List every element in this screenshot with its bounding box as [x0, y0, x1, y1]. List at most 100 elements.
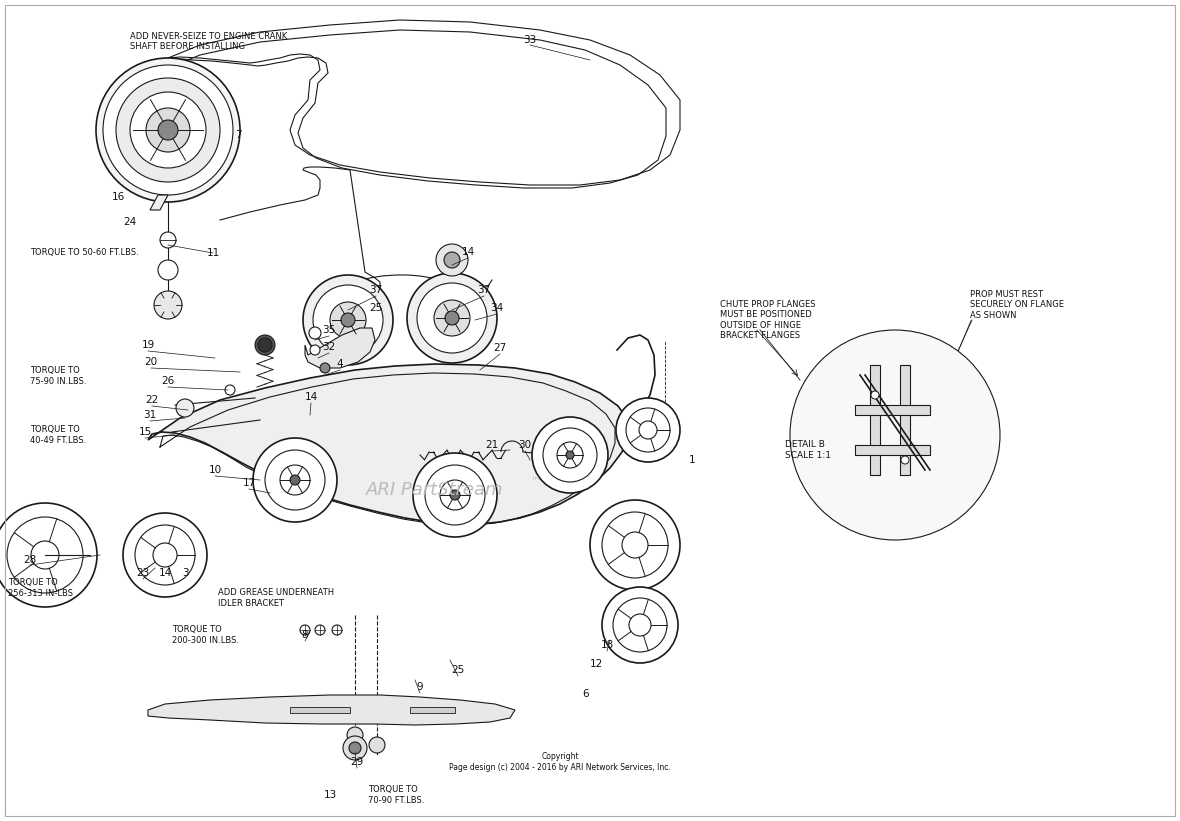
Text: 37: 37	[369, 285, 382, 295]
Polygon shape	[409, 707, 455, 713]
Circle shape	[300, 625, 310, 635]
Circle shape	[7, 517, 83, 593]
Circle shape	[160, 232, 176, 248]
Polygon shape	[290, 707, 350, 713]
Circle shape	[789, 330, 999, 540]
Circle shape	[434, 300, 470, 336]
Circle shape	[445, 311, 459, 325]
Text: 11: 11	[206, 248, 219, 258]
Text: 24: 24	[124, 217, 137, 227]
Text: 22: 22	[145, 395, 158, 405]
Circle shape	[303, 275, 393, 365]
Text: 10: 10	[209, 465, 222, 475]
Polygon shape	[150, 195, 168, 210]
Text: 12: 12	[589, 659, 603, 669]
Text: TORQUE TO
70-90 FT.LBS.: TORQUE TO 70-90 FT.LBS.	[368, 786, 425, 805]
Text: 23: 23	[137, 568, 150, 578]
Circle shape	[417, 283, 487, 353]
Text: 8: 8	[302, 630, 308, 640]
Polygon shape	[856, 445, 930, 455]
Circle shape	[349, 742, 361, 754]
Polygon shape	[304, 328, 375, 368]
Text: 34: 34	[491, 303, 504, 313]
Polygon shape	[148, 695, 514, 725]
Polygon shape	[870, 365, 880, 475]
Circle shape	[116, 78, 219, 182]
Circle shape	[602, 512, 668, 578]
Circle shape	[440, 480, 470, 510]
Text: ADD GREASE UNDERNEATH
IDLER BRACKET: ADD GREASE UNDERNEATH IDLER BRACKET	[218, 589, 334, 608]
Circle shape	[146, 108, 190, 152]
Circle shape	[266, 450, 324, 510]
Text: 21: 21	[485, 440, 499, 450]
Text: 18: 18	[601, 640, 614, 650]
Circle shape	[413, 453, 497, 537]
Text: 37: 37	[478, 285, 491, 295]
Circle shape	[557, 442, 583, 468]
Circle shape	[622, 532, 648, 558]
Text: 33: 33	[524, 35, 537, 45]
Circle shape	[435, 244, 468, 276]
Text: 13: 13	[323, 790, 336, 800]
Text: ARI PartStream: ARI PartStream	[366, 481, 504, 499]
Text: TORQUE TO 50-60 FT.LBS.: TORQUE TO 50-60 FT.LBS.	[30, 249, 139, 258]
Text: 20: 20	[144, 357, 158, 367]
Circle shape	[407, 273, 497, 363]
Circle shape	[225, 385, 235, 395]
Text: 9: 9	[417, 682, 424, 692]
Circle shape	[280, 465, 310, 495]
Circle shape	[590, 500, 680, 590]
Circle shape	[543, 428, 597, 482]
Circle shape	[255, 335, 275, 355]
Text: 35: 35	[322, 325, 335, 335]
Text: 1: 1	[689, 455, 695, 465]
Circle shape	[369, 737, 385, 753]
Text: 25: 25	[452, 665, 465, 675]
Text: ™: ™	[530, 475, 540, 485]
Circle shape	[602, 587, 678, 663]
Text: ADD NEVER-SEIZE TO ENGINE CRANK
SHAFT BEFORE INSTALLING: ADD NEVER-SEIZE TO ENGINE CRANK SHAFT BE…	[130, 32, 287, 52]
Text: 28: 28	[24, 555, 37, 565]
Text: TORQUE TO
256-313 IN-LBS: TORQUE TO 256-313 IN-LBS	[8, 578, 73, 598]
Circle shape	[0, 503, 97, 607]
Circle shape	[532, 417, 608, 493]
Text: Copyright
Page design (c) 2004 - 2016 by ARI Network Services, Inc.: Copyright Page design (c) 2004 - 2016 by…	[450, 752, 671, 772]
Circle shape	[313, 285, 384, 355]
Circle shape	[96, 58, 240, 202]
Circle shape	[871, 391, 879, 399]
Circle shape	[31, 541, 59, 569]
Circle shape	[135, 525, 195, 585]
Circle shape	[315, 625, 324, 635]
Circle shape	[330, 302, 366, 338]
Text: 30: 30	[518, 440, 531, 450]
Text: 16: 16	[111, 192, 125, 202]
Circle shape	[444, 252, 460, 268]
Text: 4: 4	[336, 359, 343, 369]
Circle shape	[450, 490, 460, 500]
Circle shape	[566, 451, 573, 459]
Polygon shape	[900, 365, 910, 475]
Text: 3: 3	[182, 568, 189, 578]
Circle shape	[332, 625, 342, 635]
Text: 6: 6	[583, 689, 589, 699]
Circle shape	[616, 398, 680, 462]
Circle shape	[253, 438, 337, 522]
Circle shape	[158, 120, 178, 140]
Text: 14: 14	[158, 568, 171, 578]
Circle shape	[103, 65, 232, 195]
Polygon shape	[856, 405, 930, 415]
Circle shape	[176, 399, 194, 417]
Text: 15: 15	[138, 427, 151, 437]
Text: PROP MUST REST
SECURELY ON FLANGE
AS SHOWN: PROP MUST REST SECURELY ON FLANGE AS SHO…	[970, 290, 1064, 320]
Text: 17: 17	[242, 478, 256, 488]
Text: DETAIL B
SCALE 1:1: DETAIL B SCALE 1:1	[785, 440, 831, 460]
Circle shape	[130, 92, 206, 168]
Text: CHUTE PROP FLANGES
MUST BE POSITIONED
OUTSIDE OF HINGE
BRACKET FLANGES: CHUTE PROP FLANGES MUST BE POSITIONED OU…	[720, 300, 815, 340]
Text: 27: 27	[493, 343, 506, 353]
Circle shape	[153, 543, 177, 567]
Text: 29: 29	[350, 757, 363, 767]
Polygon shape	[148, 364, 628, 524]
Text: 14: 14	[461, 247, 474, 257]
Text: TORQUE TO
75-90 IN.LBS.: TORQUE TO 75-90 IN.LBS.	[30, 366, 86, 386]
Circle shape	[902, 456, 909, 464]
